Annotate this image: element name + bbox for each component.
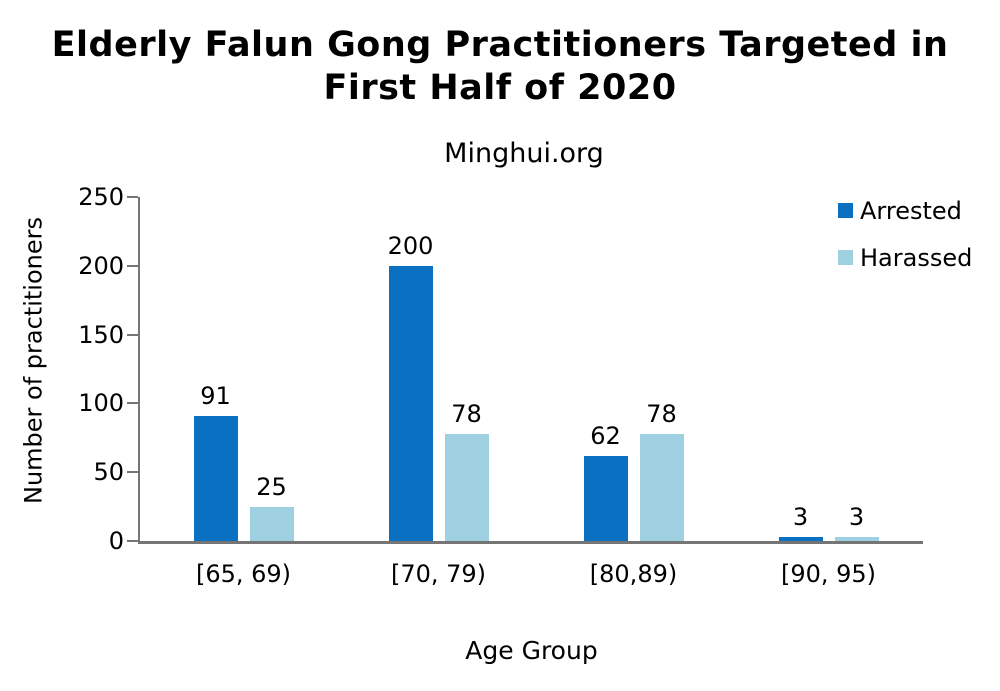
y-tick-mark: [127, 402, 138, 405]
legend-item-harassed: Harassed: [838, 243, 998, 272]
bar-value-label: 62: [590, 422, 621, 450]
x-axis-line: [138, 541, 923, 544]
legend: Arrested Harassed: [838, 197, 998, 291]
legend-swatch-icon: [838, 250, 853, 265]
bar-value-label: 78: [646, 400, 677, 428]
y-axis-line: [138, 197, 140, 544]
y-tick-label: 0: [108, 527, 124, 555]
legend-label: Arrested: [860, 196, 962, 225]
x-tick-label: [90, 95): [780, 560, 877, 588]
chart-title-line1: Elderly Falun Gong Practitioners Targete…: [51, 25, 949, 65]
bar-harassed: [444, 434, 489, 541]
y-axis-title: Number of practitioners: [19, 217, 48, 504]
y-tick-mark: [127, 471, 138, 474]
y-tick-mark: [127, 196, 138, 198]
y-tick-mark: [127, 540, 138, 542]
bar-value-label: 3: [792, 503, 809, 531]
y-tick-label: 150: [78, 320, 124, 349]
x-tick-label: [80,89): [589, 560, 678, 588]
legend-item-arrested: Arrested: [838, 196, 998, 225]
y-tick-mark: [127, 333, 138, 336]
y-tick-label: 100: [78, 389, 124, 418]
bar-arrested: [193, 416, 238, 541]
bar-harassed: [834, 537, 879, 541]
bar-arrested: [583, 456, 628, 541]
bar-harassed: [249, 507, 294, 541]
x-tick-label: [65, 69): [195, 560, 292, 588]
chart-title: Elderly Falun Gong Practitioners Targete…: [0, 24, 1000, 110]
bar-arrested: [778, 537, 823, 541]
y-tick-label: 250: [78, 183, 124, 211]
bar-value-label: 78: [451, 400, 482, 428]
bar-value-label: 25: [256, 473, 287, 501]
y-tick-mark: [127, 264, 138, 267]
y-tick-label: 200: [78, 251, 124, 280]
bar-harassed: [639, 434, 684, 541]
bar-arrested: [388, 266, 433, 541]
x-tick-label: [70, 79): [390, 560, 487, 588]
bar-value-label: 91: [200, 382, 231, 410]
legend-swatch-icon: [838, 203, 853, 218]
bar-value-label: 3: [848, 503, 865, 531]
x-axis-title: Age Group: [465, 636, 598, 665]
legend-label: Harassed: [860, 243, 973, 272]
chart-subtitle: Minghui.org: [444, 138, 604, 169]
y-tick-label: 50: [93, 458, 124, 487]
bar-value-label: 200: [387, 232, 434, 260]
chart-title-line2: First Half of 2020: [323, 68, 677, 108]
